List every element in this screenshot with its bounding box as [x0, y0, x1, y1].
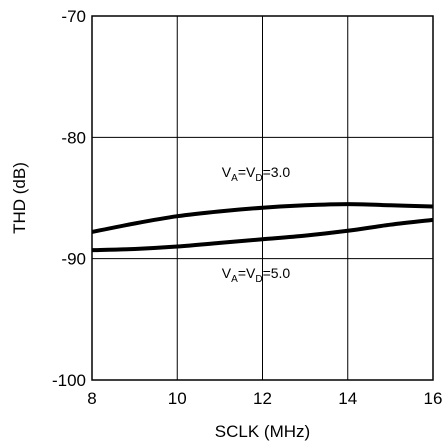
series-line-2 [91, 217, 434, 253]
label-text: V [222, 164, 232, 180]
label-subscript: A [231, 274, 238, 285]
x-tick-label: 14 [338, 389, 357, 408]
label-subscript: D [255, 274, 262, 285]
plot-frame [91, 15, 434, 381]
series-label-1: VA=VD=3.0 [222, 164, 291, 184]
label-text: =V [238, 265, 256, 281]
label-text: V [222, 265, 232, 281]
y-tick-label: -100 [52, 371, 86, 390]
y-tick-label: -70 [61, 7, 86, 26]
tick-layer: 8 10 12 14 16 -70 -80 -90 -100 [52, 7, 442, 408]
x-tick-label: 10 [168, 389, 187, 408]
x-tick-label: 12 [253, 389, 272, 408]
y-tick-label: -80 [61, 128, 86, 147]
label-subscript: D [255, 173, 262, 184]
x-tick-label: 16 [424, 389, 443, 408]
x-axis-title: SCLK (MHz) [215, 422, 310, 441]
x-tick-label: 8 [87, 389, 96, 408]
label-text: =V [238, 164, 256, 180]
label-subscript: A [231, 173, 238, 184]
annotation-layer: VA=VD=3.0VA=VD=5.0 [222, 164, 291, 285]
grid-layer [92, 16, 433, 380]
y-tick-label: -90 [61, 250, 86, 269]
series-line-1 [91, 202, 434, 234]
label-text: =3.0 [263, 164, 291, 180]
series-layer [91, 202, 434, 253]
series-label-2: VA=VD=5.0 [222, 265, 291, 285]
y-axis-title: THD (dB) [10, 162, 29, 234]
label-text: =5.0 [263, 265, 291, 281]
